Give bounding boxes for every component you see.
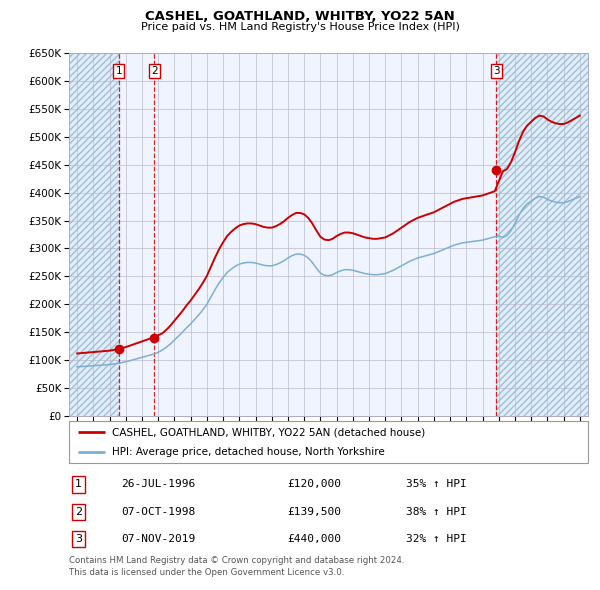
Text: 3: 3 [75,534,82,544]
Text: Contains HM Land Registry data © Crown copyright and database right 2024.: Contains HM Land Registry data © Crown c… [69,556,404,565]
Text: 07-OCT-1998: 07-OCT-1998 [121,507,195,517]
Text: 35% ↑ HPI: 35% ↑ HPI [406,480,467,489]
Text: 32% ↑ HPI: 32% ↑ HPI [406,534,467,544]
FancyBboxPatch shape [69,421,588,463]
Text: 26-JUL-1996: 26-JUL-1996 [121,480,195,489]
Text: 1: 1 [75,480,82,489]
Text: CASHEL, GOATHLAND, WHITBY, YO22 5AN (detached house): CASHEL, GOATHLAND, WHITBY, YO22 5AN (det… [112,427,425,437]
Text: 2: 2 [151,66,158,76]
Text: 07-NOV-2019: 07-NOV-2019 [121,534,195,544]
Bar [69,53,119,416]
Text: This data is licensed under the Open Government Licence v3.0.: This data is licensed under the Open Gov… [69,568,344,576]
Bar [69,53,119,416]
Text: 2: 2 [75,507,82,517]
Text: £440,000: £440,000 [287,534,341,544]
Text: £120,000: £120,000 [287,480,341,489]
Bar [496,53,588,416]
Text: Price paid vs. HM Land Registry's House Price Index (HPI): Price paid vs. HM Land Registry's House … [140,22,460,32]
Text: £139,500: £139,500 [287,507,341,517]
Text: 3: 3 [493,66,500,76]
Text: HPI: Average price, detached house, North Yorkshire: HPI: Average price, detached house, Nort… [112,447,385,457]
Text: 1: 1 [115,66,122,76]
Text: 38% ↑ HPI: 38% ↑ HPI [406,507,467,517]
Text: CASHEL, GOATHLAND, WHITBY, YO22 5AN: CASHEL, GOATHLAND, WHITBY, YO22 5AN [145,10,455,23]
Bar [496,53,588,416]
